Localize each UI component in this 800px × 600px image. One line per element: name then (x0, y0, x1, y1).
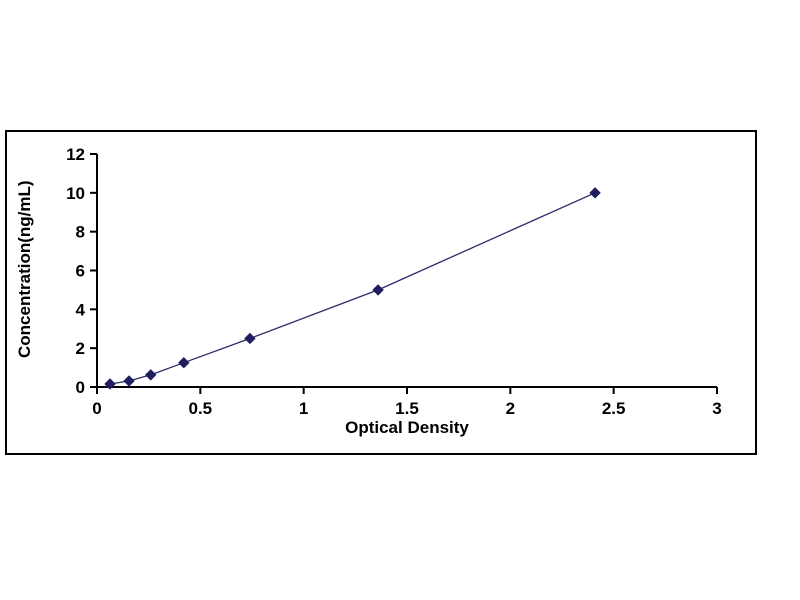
y-tick-label: 0 (76, 378, 85, 397)
data-point-marker (589, 187, 601, 199)
y-tick-label: 10 (66, 184, 85, 203)
y-axis-title: Concentration(ng/mL) (15, 180, 34, 359)
x-tick-label: 3 (712, 399, 721, 418)
data-point-marker (372, 284, 384, 296)
x-axis-title: Optical Density (345, 418, 469, 437)
data-point-marker (123, 375, 135, 387)
x-tick-label: 0 (92, 399, 101, 418)
x-tick-label: 1.5 (395, 399, 419, 418)
data-point-marker (104, 378, 116, 390)
data-point-marker (244, 332, 256, 345)
x-tick-label: 0.5 (189, 399, 213, 418)
data-point-marker (145, 369, 157, 381)
standard-curve-chart: 0 0.5 1 1.5 2 2.5 3 0 2 4 6 8 10 12 (66, 145, 722, 418)
y-tick-label: 8 (76, 223, 85, 242)
chart-panel: 0 0.5 1 1.5 2 2.5 3 0 2 4 6 8 10 12 Optical Density C… (5, 130, 757, 455)
y-tick-label: 6 (76, 262, 85, 281)
x-tick-label: 1 (299, 399, 308, 418)
x-tick-label: 2.5 (602, 399, 626, 418)
data-point-marker (178, 357, 190, 369)
curve-line (109, 192, 596, 385)
y-tick-label: 4 (76, 300, 86, 319)
x-tick-label: 2 (506, 399, 515, 418)
y-tick-label: 12 (66, 145, 85, 164)
y-tick-label: 2 (76, 339, 85, 358)
